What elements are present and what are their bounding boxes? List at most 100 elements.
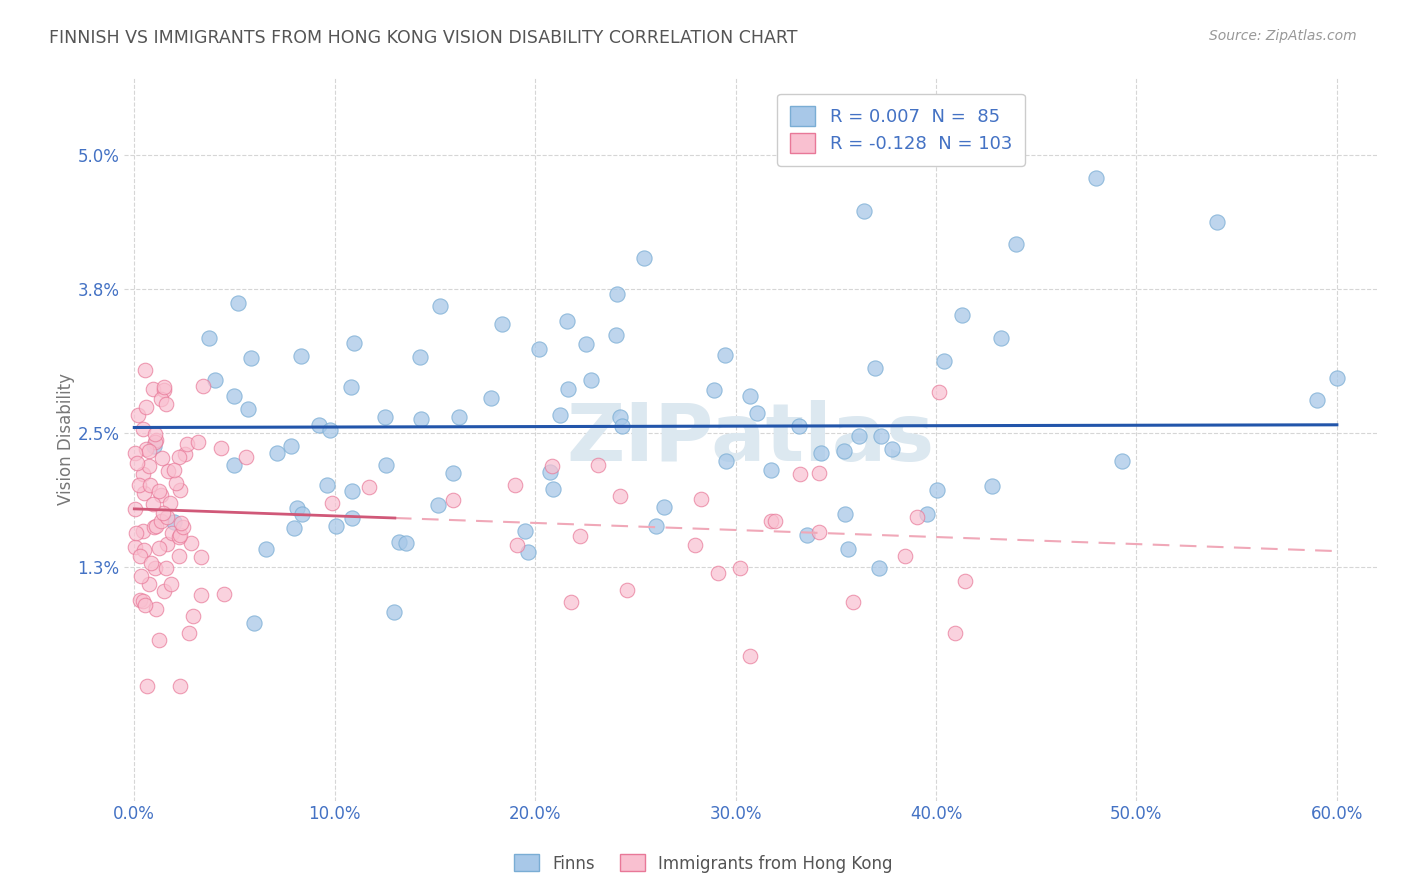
Point bbox=[290, 349, 312, 363]
Point bbox=[128, 549, 150, 563]
Point bbox=[131, 422, 153, 436]
Point bbox=[136, 679, 159, 693]
Point bbox=[165, 475, 187, 490]
Point bbox=[703, 383, 725, 397]
Point bbox=[491, 317, 513, 331]
Point bbox=[880, 442, 903, 456]
Point bbox=[527, 342, 550, 356]
Y-axis label: Vision Disability: Vision Disability bbox=[58, 373, 75, 505]
Point bbox=[953, 574, 976, 588]
Point bbox=[515, 524, 537, 538]
Point bbox=[153, 583, 176, 598]
Point bbox=[645, 519, 668, 533]
Point bbox=[516, 545, 538, 559]
Point bbox=[716, 454, 738, 468]
Point bbox=[443, 466, 465, 480]
Point bbox=[905, 509, 928, 524]
Point bbox=[143, 426, 166, 441]
Point bbox=[145, 601, 167, 615]
Point bbox=[142, 382, 165, 396]
Point bbox=[395, 535, 418, 549]
Point bbox=[142, 497, 165, 511]
Point bbox=[155, 396, 177, 410]
Point bbox=[981, 479, 1004, 493]
Point bbox=[138, 458, 160, 473]
Point bbox=[153, 380, 176, 394]
Point bbox=[1111, 454, 1133, 468]
Point bbox=[153, 383, 176, 397]
Point bbox=[374, 409, 396, 424]
Point bbox=[135, 442, 157, 456]
Point bbox=[810, 445, 832, 459]
Point bbox=[738, 389, 761, 403]
Point bbox=[325, 519, 347, 533]
Point bbox=[242, 615, 264, 630]
Point bbox=[308, 417, 330, 432]
Point bbox=[132, 543, 155, 558]
Point bbox=[159, 496, 181, 510]
Point bbox=[134, 363, 156, 377]
Point bbox=[832, 444, 855, 458]
Point bbox=[915, 507, 938, 521]
Text: ZIPatlas: ZIPatlas bbox=[567, 400, 935, 478]
Point bbox=[633, 251, 655, 265]
Point bbox=[129, 592, 152, 607]
Point bbox=[125, 456, 148, 470]
Point bbox=[179, 625, 201, 640]
Point bbox=[340, 511, 363, 525]
Point bbox=[654, 500, 676, 515]
Point bbox=[557, 382, 579, 396]
Point bbox=[169, 483, 191, 497]
Point bbox=[134, 599, 156, 613]
Point bbox=[132, 467, 155, 482]
Point bbox=[204, 373, 226, 387]
Point bbox=[145, 519, 167, 533]
Point bbox=[236, 401, 259, 416]
Point bbox=[575, 337, 598, 351]
Point bbox=[156, 510, 179, 524]
Point bbox=[150, 392, 173, 406]
Point bbox=[190, 550, 212, 565]
Point bbox=[841, 595, 863, 609]
Point bbox=[359, 480, 381, 494]
Point bbox=[1326, 371, 1348, 385]
Point bbox=[287, 500, 309, 515]
Point bbox=[759, 462, 782, 476]
Point bbox=[266, 445, 288, 459]
Point bbox=[612, 418, 634, 433]
Point bbox=[180, 536, 202, 550]
Point bbox=[853, 204, 876, 219]
Point bbox=[191, 379, 214, 393]
Point bbox=[745, 406, 768, 420]
Point bbox=[169, 516, 191, 530]
Point bbox=[291, 507, 314, 521]
Point bbox=[222, 389, 245, 403]
Point bbox=[209, 441, 232, 455]
Point bbox=[319, 424, 342, 438]
Point bbox=[789, 467, 811, 482]
Point bbox=[132, 486, 155, 500]
Point bbox=[321, 495, 343, 509]
Legend: R = 0.007  N =  85, R = -0.128  N = 103: R = 0.007 N = 85, R = -0.128 N = 103 bbox=[778, 94, 1025, 166]
Point bbox=[950, 308, 973, 322]
Point bbox=[581, 373, 603, 387]
Point bbox=[1085, 170, 1108, 185]
Point bbox=[128, 477, 150, 491]
Point bbox=[894, 549, 917, 563]
Point bbox=[728, 561, 751, 575]
Point bbox=[172, 520, 194, 534]
Point bbox=[761, 514, 783, 528]
Point bbox=[1205, 215, 1227, 229]
Point bbox=[167, 549, 190, 564]
Point bbox=[342, 484, 364, 499]
Point bbox=[152, 506, 174, 520]
Point bbox=[808, 525, 831, 540]
Point bbox=[706, 566, 728, 581]
Point bbox=[212, 586, 235, 600]
Point bbox=[927, 483, 949, 497]
Point bbox=[124, 540, 146, 554]
Point bbox=[605, 328, 627, 343]
Point bbox=[240, 351, 263, 365]
Text: FINNISH VS IMMIGRANTS FROM HONG KONG VISION DISABILITY CORRELATION CHART: FINNISH VS IMMIGRANTS FROM HONG KONG VIS… bbox=[49, 29, 797, 46]
Point bbox=[427, 498, 450, 512]
